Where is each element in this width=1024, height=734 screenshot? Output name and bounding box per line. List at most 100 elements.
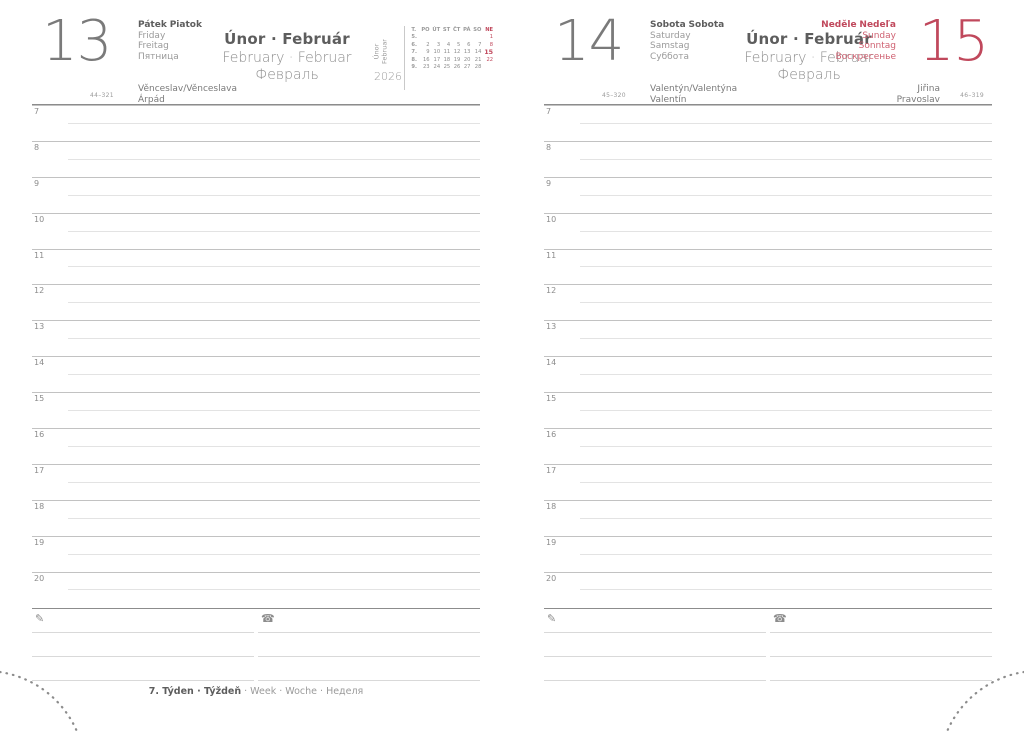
hour-grid-left[interactable]: 7 8 9 10 11 12 13 14 15 16 17 18 19 20 bbox=[32, 105, 480, 607]
hour-row[interactable]: 10 bbox=[544, 212, 992, 249]
mini-calendar-day[interactable]: 22 bbox=[486, 56, 494, 63]
notes-column-memo[interactable]: ✎ bbox=[32, 608, 254, 681]
mini-calendar-day[interactable]: 16 bbox=[422, 56, 430, 63]
mini-calendar-day[interactable]: 18 bbox=[443, 56, 451, 63]
mini-calendar-day[interactable]: 9 bbox=[426, 49, 430, 56]
mini-calendar-day[interactable]: 1 bbox=[489, 34, 494, 41]
day-count-left: 44–321 bbox=[90, 92, 114, 99]
hour-row[interactable]: 13 bbox=[544, 320, 992, 356]
half-hour-line bbox=[580, 122, 992, 124]
hour-grid-right[interactable]: 7 8 9 10 11 12 13 14 15 16 17 18 19 20 bbox=[544, 105, 992, 607]
hour-row[interactable]: 12 bbox=[32, 284, 480, 320]
hour-line bbox=[544, 320, 992, 322]
hour-row[interactable]: 14 bbox=[32, 356, 480, 392]
month-line-2: February · Februar bbox=[744, 50, 874, 66]
half-hour-line bbox=[580, 374, 992, 376]
mini-calendar-day[interactable]: 27 bbox=[463, 64, 471, 71]
mini-calendar-day[interactable]: 19 bbox=[453, 56, 461, 63]
hour-label: 7 bbox=[546, 107, 552, 116]
hour-row[interactable]: 9 bbox=[544, 176, 992, 213]
notes-line bbox=[32, 632, 254, 633]
mini-calendar-day[interactable]: 15 bbox=[484, 48, 494, 57]
hour-label: 14 bbox=[546, 358, 557, 368]
hour-row[interactable]: 15 bbox=[544, 392, 992, 428]
notes-column-phone[interactable]: ☎ bbox=[258, 608, 480, 681]
mini-calendar-day[interactable]: 4 bbox=[446, 41, 451, 48]
mini-calendar-week-number: 6. bbox=[411, 41, 417, 48]
saint-name-1: Valentýn/Valentýna bbox=[650, 84, 738, 94]
hour-line bbox=[544, 571, 992, 573]
mini-calendar-day[interactable]: 21 bbox=[474, 56, 482, 63]
mini-calendar-day[interactable]: 25 bbox=[443, 64, 451, 71]
hour-row[interactable]: 17 bbox=[32, 463, 480, 500]
hour-row[interactable]: 18 bbox=[544, 499, 992, 536]
mini-calendar-day[interactable]: 3 bbox=[436, 41, 441, 48]
mini-calendar-day[interactable]: 11 bbox=[443, 49, 451, 56]
hour-row[interactable]: 14 bbox=[544, 356, 992, 392]
hour-row[interactable]: 20 bbox=[544, 571, 992, 608]
mini-calendar-day[interactable]: 7 bbox=[478, 41, 482, 48]
notes-line bbox=[770, 680, 992, 681]
name-day-saints-left: Věnceslav/Věnceslava Árpád bbox=[138, 84, 237, 106]
month-line-3: Февраль bbox=[777, 67, 841, 83]
hour-row[interactable]: 7 bbox=[32, 105, 480, 141]
mini-calendar-day[interactable]: 5 bbox=[457, 41, 461, 48]
hour-row[interactable]: 11 bbox=[32, 248, 480, 285]
hour-row[interactable]: 16 bbox=[544, 428, 992, 464]
half-hour-line bbox=[68, 481, 480, 483]
hour-line bbox=[32, 571, 480, 573]
notes-column-phone[interactable]: ☎ bbox=[770, 608, 992, 681]
notes-line bbox=[770, 656, 992, 657]
mini-calendar-day[interactable]: 8 bbox=[489, 41, 494, 48]
notes-area-right[interactable]: ✎ ☎ bbox=[544, 608, 992, 681]
hour-row[interactable]: 17 bbox=[544, 463, 992, 500]
hour-row[interactable]: 18 bbox=[32, 499, 480, 536]
mini-calendar-day[interactable]: 23 bbox=[422, 64, 430, 71]
hour-row[interactable]: 13 bbox=[32, 320, 480, 356]
mini-calendar-day[interactable]: 12 bbox=[453, 49, 461, 56]
notes-line bbox=[32, 680, 254, 681]
hour-row[interactable]: 8 bbox=[544, 140, 992, 177]
hour-line bbox=[544, 535, 992, 537]
hour-line bbox=[32, 356, 480, 358]
mini-calendar-week-number: 9. bbox=[411, 64, 417, 71]
hour-line bbox=[32, 535, 480, 537]
hour-row[interactable]: 19 bbox=[544, 535, 992, 572]
notes-column-memo[interactable]: ✎ bbox=[544, 608, 766, 681]
hour-row[interactable]: 12 bbox=[544, 284, 992, 320]
hour-row[interactable]: 9 bbox=[32, 176, 480, 213]
mini-calendar-day bbox=[452, 34, 462, 41]
mini-calendar-day[interactable]: 28 bbox=[474, 64, 482, 71]
hour-row[interactable]: 10 bbox=[32, 212, 480, 249]
mini-calendar-day[interactable]: 13 bbox=[463, 49, 471, 56]
mini-calendar-day[interactable]: 17 bbox=[433, 56, 441, 63]
mini-calendar-day[interactable]: 14 bbox=[474, 49, 482, 56]
mini-calendar-grid[interactable]: T. PO ÚT ST ČT PÁ SO NE 5. 1 6. 2 3 4 5 6 7 8 7. 9 10 11 12 13 1… bbox=[410, 27, 494, 71]
mini-calendar-day[interactable]: 6 bbox=[467, 41, 471, 48]
hour-row[interactable]: 7 bbox=[544, 105, 992, 141]
hour-line bbox=[544, 463, 992, 465]
mini-calendar-day[interactable]: 2 bbox=[426, 41, 430, 48]
hour-label: 13 bbox=[34, 322, 45, 332]
hour-row[interactable]: 19 bbox=[32, 535, 480, 572]
mini-calendar-day[interactable]: 26 bbox=[453, 64, 461, 71]
half-hour-line bbox=[580, 589, 992, 591]
hour-line bbox=[32, 320, 480, 322]
hour-row[interactable]: 15 bbox=[32, 392, 480, 428]
hour-row[interactable]: 8 bbox=[32, 140, 480, 177]
hour-row[interactable]: 20 bbox=[32, 571, 480, 608]
mini-month-calendar[interactable]: Únor Februar 2026 T. PO ÚT ST ČT PÁ SO NE 5. 1 6. 2 3… bbox=[368, 26, 493, 90]
mini-calendar-day[interactable]: 24 bbox=[433, 64, 441, 71]
mini-calendar-week-number: 8. bbox=[411, 56, 417, 63]
mini-calendar-day[interactable]: 10 bbox=[433, 49, 441, 56]
hour-line bbox=[544, 499, 992, 501]
hour-label: 12 bbox=[34, 286, 45, 296]
hour-row[interactable]: 16 bbox=[32, 428, 480, 464]
mini-calendar-week-number: 5. bbox=[411, 34, 417, 41]
hour-row[interactable]: 11 bbox=[544, 248, 992, 285]
pencil-icon: ✎ bbox=[547, 612, 557, 625]
notes-area-left[interactable]: ✎ ☎ bbox=[32, 608, 480, 681]
mini-calendar-day[interactable]: 20 bbox=[463, 56, 471, 63]
hour-label: 19 bbox=[34, 537, 45, 547]
